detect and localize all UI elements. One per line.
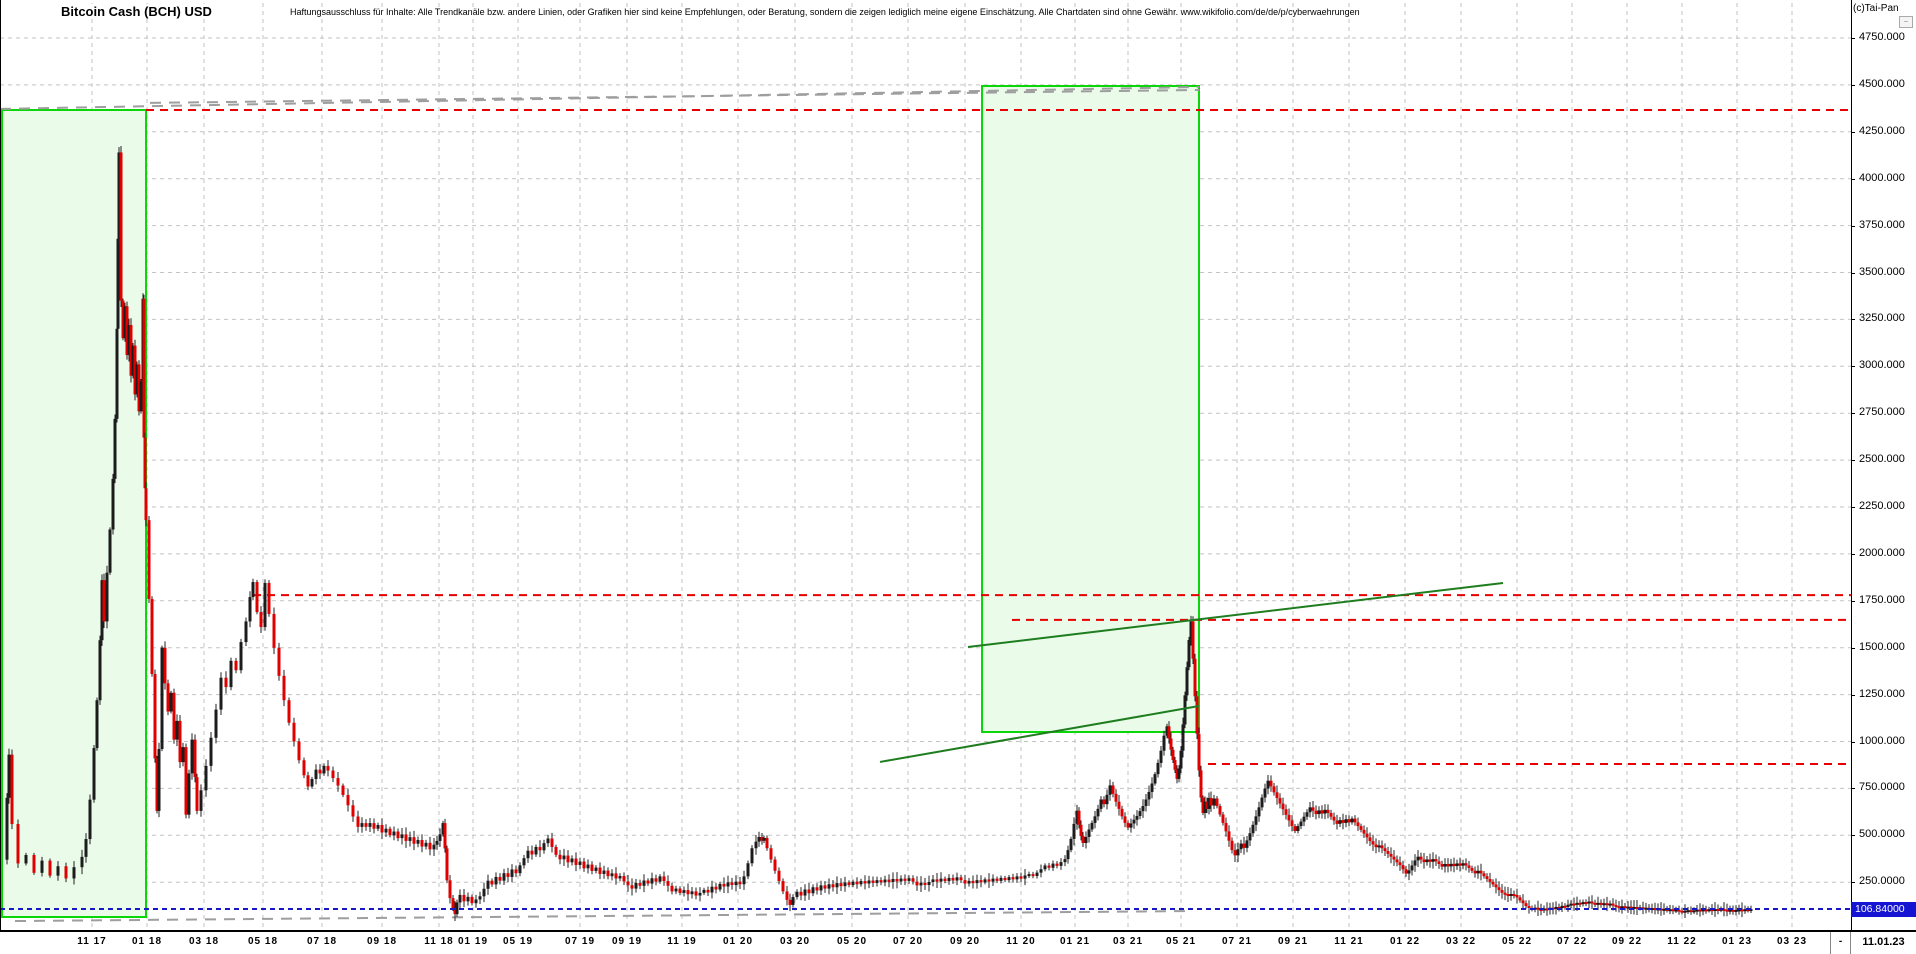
gray-trend-line: [0, 85, 1200, 110]
y-axis-tick-mark: [1851, 553, 1855, 555]
x-axis-date-label: 11 19: [667, 936, 697, 947]
y-axis-tick-mark: [1851, 882, 1855, 884]
y-axis-tick-label: 4000.000: [1859, 171, 1905, 184]
candles-series: [5, 146, 1753, 922]
x-axis: - 11.01.23 11 17 01 18 03 18 05 18 07 18 09 1…: [0, 930, 1916, 954]
x-axis-date-label: 05 18: [247, 936, 279, 947]
gray-trend-line: [14, 910, 1186, 923]
x-axis-date-label: 07 20: [892, 936, 924, 947]
date-separator-cell: -: [1830, 932, 1851, 954]
y-axis-tick-mark: [1851, 178, 1855, 180]
y-axis-tick-label: 2750.000: [1859, 406, 1905, 419]
x-axis-date-label: 07 19: [564, 936, 596, 947]
y-axis-tick-mark: [1851, 225, 1855, 227]
x-axis-date-label: 11 20: [1006, 936, 1036, 947]
x-axis-date-label: 01 20: [722, 936, 754, 947]
x-axis-date-label: 05 19: [502, 936, 534, 947]
y-axis-tick-label: 3250.000: [1859, 312, 1905, 325]
plot-left-border: [0, 0, 1, 930]
y-axis-tick-mark: [1851, 131, 1855, 133]
x-axis-date-label: 01 22: [1389, 936, 1421, 947]
x-axis-date-label: 01 18: [131, 936, 163, 947]
x-axis-date-label: 05 21: [1165, 936, 1197, 947]
green-trend-line: [967, 581, 1504, 648]
x-axis-date-label: 09 22: [1611, 936, 1643, 947]
x-axis-date-label: 07 22: [1556, 936, 1588, 947]
chart-title: Bitcoin Cash (BCH) USD: [57, 4, 216, 19]
copyright-label: (c)Tai-Pan: [1853, 3, 1899, 14]
x-axis-date-label: 05 22: [1501, 936, 1533, 947]
x-axis-date-label: 09 18: [366, 936, 398, 947]
y-axis-tick-label: 750.0000: [1859, 781, 1905, 794]
x-axis-date-label: 11 17: [77, 936, 107, 947]
y-axis-tick-mark: [1851, 319, 1855, 321]
x-axis-date-label: 05 20: [836, 936, 868, 947]
y-axis-tick-mark: [1851, 507, 1855, 508]
y-axis-tick-mark: [1851, 694, 1855, 696]
y-axis-tick-label: 4500.000: [1859, 77, 1905, 90]
green-trend-line: [879, 705, 1200, 763]
y-axis-tick-label: 500.0000: [1859, 828, 1905, 841]
y-axis-tick-label: 1750.000: [1859, 593, 1905, 606]
x-axis-date-label: 01 23: [1721, 936, 1753, 947]
y-axis-tick-label: 2000.000: [1859, 546, 1905, 559]
y-axis-tick-label: 1250.000: [1859, 687, 1905, 700]
x-axis-date-label: 03 22: [1445, 936, 1477, 947]
accumulation-box: [1, 109, 147, 918]
x-axis-date-label: 03 18: [188, 936, 220, 947]
x-axis-date-label: 01 21: [1059, 936, 1091, 947]
y-axis-tick-label: 2250.000: [1859, 500, 1905, 512]
x-axis-date-label: 11 18: [424, 936, 454, 947]
y-axis-tick-mark: [1851, 647, 1855, 649]
y-axis-tick-mark: [1851, 788, 1855, 790]
y-axis-tick-label: 4250.000: [1859, 124, 1905, 137]
y-axis-tick-label: 2500.000: [1859, 453, 1905, 466]
y-axis-tick-mark: [1851, 38, 1855, 39]
x-axis-date-label: 03 20: [779, 936, 811, 947]
y-axis-tick-label: 1000.000: [1859, 734, 1905, 747]
current-price-tag: 106.84000: [1851, 902, 1916, 917]
y-axis-tick-mark: [1851, 460, 1855, 462]
x-axis-date-label: 09 21: [1277, 936, 1309, 947]
y-axis-tick-label: 4750.000: [1859, 31, 1905, 43]
y-axis-tick-mark: [1851, 84, 1855, 86]
y-axis-tick-mark: [1851, 600, 1855, 602]
y-axis-tick-label: 250.0000: [1859, 875, 1905, 888]
x-axis-date-label: 07 21: [1221, 936, 1253, 947]
gray-trend-line: [149, 88, 1200, 104]
x-axis-date-label: 09 19: [611, 936, 643, 947]
x-axis-date-label: 07 18: [306, 936, 338, 947]
x-axis-date-label: 09 20: [949, 936, 981, 947]
collapse-button[interactable]: −: [1899, 16, 1913, 28]
y-axis-tick-mark: [1851, 272, 1855, 274]
y-axis-tick-mark: [1851, 741, 1855, 743]
accumulation-box: [981, 85, 1200, 733]
y-axis-tick-label: 3500.000: [1859, 265, 1905, 278]
y-axis-tick-label: 1500.000: [1859, 640, 1905, 653]
x-axis-date-label: 03 21: [1112, 936, 1144, 947]
y-axis-tick-mark: [1851, 835, 1855, 837]
y-axis-tick-label: 3750.000: [1859, 218, 1905, 231]
current-date-label: 11.01.23: [1862, 936, 1905, 948]
disclaimer-text: Haftungsausschluss für Inhalte: Alle Tre…: [288, 7, 1362, 17]
y-axis-tick-label: 3000.000: [1859, 359, 1905, 372]
y-axis-tick-mark: [1851, 413, 1855, 415]
x-axis-date-label: 03 23: [1776, 936, 1808, 947]
x-axis-date-label: 01 19: [457, 936, 489, 947]
x-axis-date-label: 11 21: [1334, 936, 1364, 947]
y-axis-tick-mark: [1851, 366, 1855, 368]
y-axis: 4750.000 4500.000 4250.000 4000.000 3750.000…: [1851, 0, 1916, 930]
x-axis-date-label: 11 22: [1667, 936, 1697, 947]
